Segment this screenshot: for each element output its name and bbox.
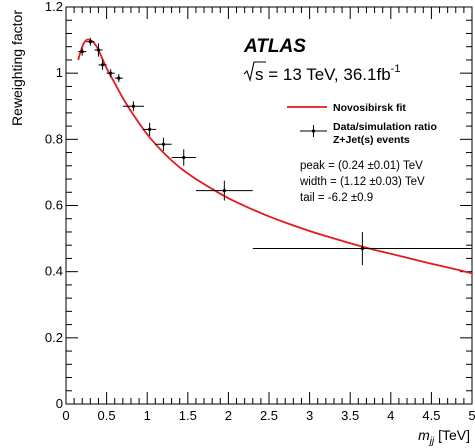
data-point-marker [80, 50, 84, 54]
y-tick-label: 0.8 [45, 131, 63, 146]
fit-layer [77, 38, 473, 275]
data-point-marker [117, 76, 121, 80]
energy-annotation: s = 13 TeV, 36.1fb-1 [243, 61, 400, 84]
x-tick-label: 1.5 [179, 408, 197, 423]
x-tick-label: 3 [306, 408, 313, 423]
x-tick-label: 4 [387, 408, 394, 423]
y-tick-label: 1 [56, 65, 63, 80]
y-axis-ticks: 0 0.2 0.4 0.6 0.8 1 1.2 [45, 0, 472, 411]
data-point [143, 122, 157, 137]
y-tick-label: 0.6 [45, 198, 63, 213]
x-axis-title-unit: [TeV] [434, 427, 470, 443]
param-tail: tail = -6.2 ±0.9 [300, 192, 373, 204]
y-tick-label: 1.2 [45, 0, 63, 14]
data-point [252, 231, 472, 266]
data-point-marker [131, 104, 135, 108]
y-axis-title: Reweighting factor [9, 10, 25, 126]
data-point-marker [109, 71, 113, 75]
y-tick-label: 0 [56, 396, 63, 411]
y-tick-label: 0.2 [45, 330, 63, 345]
x-axis-title-main: m [418, 427, 430, 443]
legend-data-label-1: Data/simulation ratio [333, 121, 437, 133]
x-tick-label: 5 [468, 408, 475, 423]
data-point [106, 69, 115, 78]
x-tick-label: 0.5 [98, 408, 116, 423]
x-axis-ticks: 0 0.5 1 1.5 2 2.5 3 3.5 4 4.5 5 [62, 7, 475, 423]
data-point-marker [222, 189, 226, 193]
x-axis-title-sub: jj [428, 436, 435, 447]
data-point-marker [182, 155, 186, 160]
x-tick-label: 4.5 [422, 408, 440, 423]
energy-exponent: -1 [391, 63, 401, 75]
data-layer [78, 37, 472, 266]
data-point-marker [148, 127, 152, 132]
param-width: width = (1.12 ±0.03) TeV [299, 176, 425, 188]
data-point [155, 137, 172, 151]
data-point-marker [96, 48, 101, 52]
param-peak: peak = (0.24 ±0.01) TeV [300, 160, 423, 172]
data-point-marker [161, 142, 166, 146]
atlas-label: ATLAS [243, 36, 306, 57]
data-point [78, 47, 87, 56]
data-point [114, 74, 123, 83]
y-tick-label: 0.4 [45, 264, 63, 279]
data-point [171, 149, 196, 166]
sqrt-s-label: s [255, 65, 264, 84]
data-point [122, 101, 144, 112]
x-tick-label: 1 [144, 408, 151, 423]
x-axis-title: mjj [TeV] [418, 427, 470, 447]
data-point [94, 43, 103, 57]
sqrt-symbol [243, 61, 266, 83]
data-point [86, 37, 95, 46]
data-point [98, 59, 107, 70]
data-point-marker [100, 63, 105, 67]
legend-data-marker [311, 129, 316, 133]
x-tick-label: 2 [225, 408, 232, 423]
legend-data-label-2: Z+Jet(s) events [333, 134, 410, 146]
fit-parameters: peak = (0.24 ±0.01) TeV width = (1.12 ±0… [299, 160, 425, 204]
x-tick-label: 2.5 [260, 408, 278, 423]
x-tick-label: 0 [62, 408, 69, 423]
legend-fit-label: Novosibirsk fit [333, 102, 406, 114]
x-tick-label: 3.5 [341, 408, 359, 423]
data-point-marker [360, 246, 364, 251]
energy-label: = 13 TeV, 36.1fb [264, 65, 391, 84]
fit-curve [77, 38, 473, 275]
svg-text:s = 13 TeV, 36.1fb-1: s = 13 TeV, 36.1fb-1 [255, 63, 400, 84]
legend: Novosibirsk fit Data/simulation ratio Z+… [287, 102, 437, 146]
data-point [195, 180, 253, 201]
data-point-marker [88, 40, 92, 44]
